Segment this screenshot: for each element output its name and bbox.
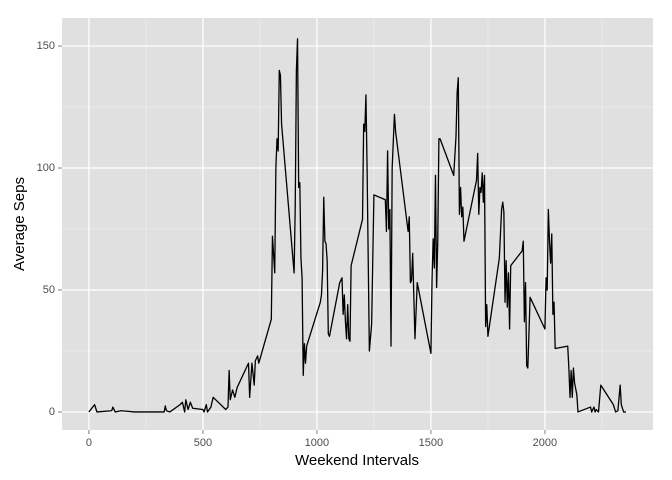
x-tick-label: 0 bbox=[86, 437, 92, 449]
y-tick-label: 150 bbox=[37, 40, 55, 52]
x-tick-label: 2000 bbox=[533, 437, 557, 449]
y-tick-label: 0 bbox=[49, 406, 55, 418]
x-tick-label: 1000 bbox=[305, 437, 329, 449]
x-tick-label: 1500 bbox=[419, 437, 443, 449]
x-tick-label: 500 bbox=[194, 437, 212, 449]
y-tick-label: 100 bbox=[37, 162, 55, 174]
y-tick-label: 50 bbox=[43, 284, 55, 296]
x-axis-title: Weekend Intervals bbox=[295, 452, 419, 469]
data-line bbox=[88, 38, 626, 413]
y-axis-title: Average Seps bbox=[11, 177, 28, 271]
plot-background bbox=[62, 18, 653, 430]
